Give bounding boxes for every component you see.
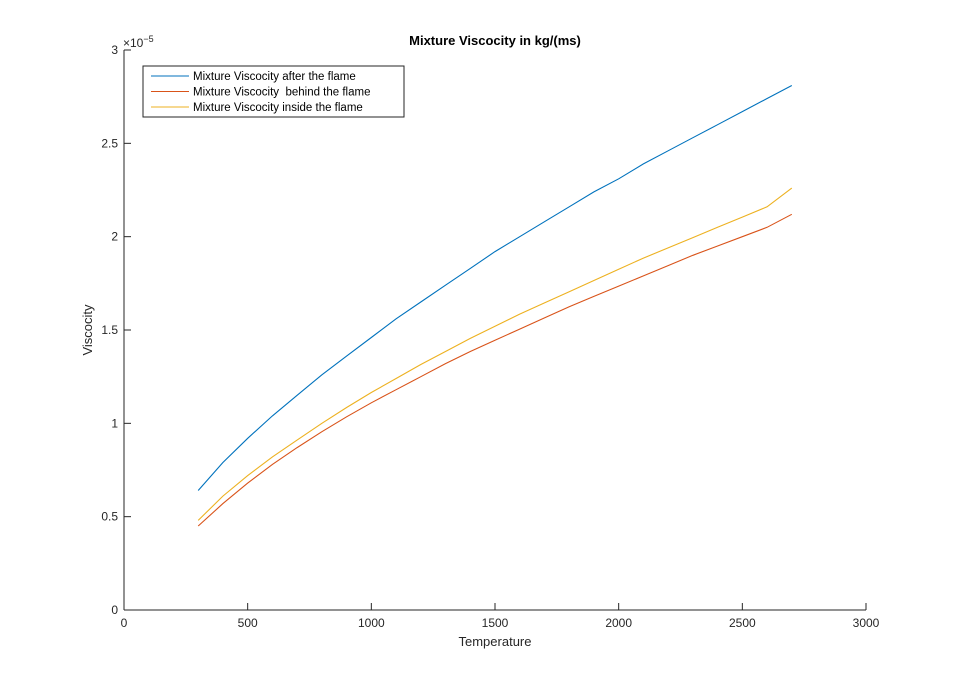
y-axis-label: Viscocity <box>80 304 95 356</box>
y-tick-label: 0 <box>111 603 118 617</box>
series-line-3 <box>197 187 793 521</box>
x-tick-label: 1000 <box>358 616 385 630</box>
plot-lines <box>197 85 793 527</box>
x-tick-label: 2500 <box>729 616 756 630</box>
y-multiplier-base: ×10 <box>123 36 144 50</box>
series-line-2 <box>197 213 793 527</box>
y-tick-label: 2 <box>111 230 118 244</box>
legend: Mixture Viscocity after the flame Mixture… <box>142 65 405 118</box>
chart-title: Mixture Viscocity in kg/(ms) <box>409 33 581 48</box>
x-axis-label: Temperature <box>459 634 532 649</box>
axes: 0 500 1000 1500 2000 2500 3000 0 0.5 1 1.5 2 2.5 3 <box>101 43 879 630</box>
legend-label-3: Mixture Viscocity inside the flame <box>193 102 363 114</box>
y-tick-label: 0.5 <box>101 510 118 524</box>
y-tick-label: 2.5 <box>101 136 118 150</box>
y-axis-multiplier: ×10−5 <box>123 34 154 50</box>
series-line-1 <box>197 85 793 491</box>
x-tick-label: 3000 <box>853 616 880 630</box>
legend-label-2: Mixture Viscocity behind the flame <box>193 87 370 99</box>
x-tick-label: 0 <box>121 616 128 630</box>
y-tick-label: 1 <box>111 416 118 430</box>
y-tick-label: 3 <box>111 43 118 57</box>
x-tick-label: 500 <box>238 616 258 630</box>
y-tick-label: 1.5 <box>101 323 118 337</box>
legend-label-1: Mixture Viscocity after the flame <box>193 71 356 83</box>
x-tick-label: 1500 <box>482 616 509 630</box>
y-multiplier-exponent: −5 <box>143 34 153 44</box>
x-tick-label: 2000 <box>605 616 632 630</box>
